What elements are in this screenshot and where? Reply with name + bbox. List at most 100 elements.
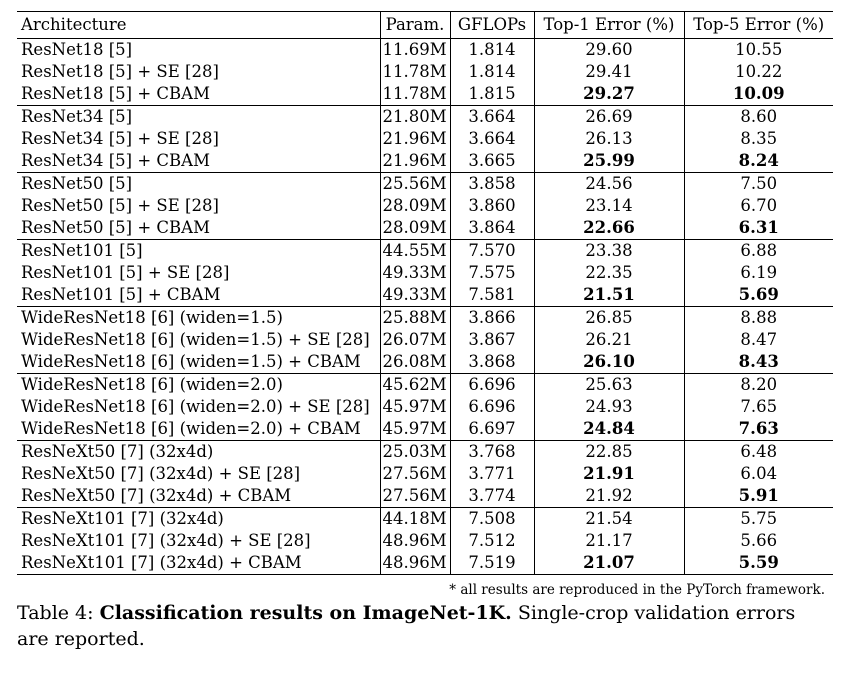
cell-top5: 5.69 <box>738 285 779 304</box>
cell-architecture: WideResNet18 [6] (widen=1.5) <box>17 306 381 329</box>
cell-gflops: 7.512 <box>450 530 535 552</box>
cell-param: 25.88M <box>380 306 451 329</box>
table-row: ResNeXt50 [7] (32x4d) + CBAM 27.56M 3.774 2… <box>17 485 833 508</box>
cell-param: 26.08M <box>380 351 451 374</box>
cell-param: 49.33M <box>380 284 451 307</box>
cell-top1: 23.38 <box>534 239 685 262</box>
cell-top1: 21.07 <box>534 552 685 575</box>
cell-param: 27.56M <box>380 485 451 508</box>
cell-top5: 6.19 <box>740 263 778 282</box>
cell-top1: 29.41 <box>534 61 685 83</box>
cell-architecture: ResNeXt101 [7] (32x4d) + CBAM <box>17 552 381 575</box>
cell-param: 21.96M <box>380 150 451 173</box>
cell-top5: 8.24 <box>738 151 779 170</box>
cell-gflops: 3.868 <box>450 351 535 374</box>
cell-param: 25.03M <box>380 440 451 463</box>
cell-param: 45.62M <box>380 373 451 396</box>
cell-gflops: 6.696 <box>450 373 535 396</box>
cell-top1: 25.99 <box>534 150 685 173</box>
cell-top5: 5.66 <box>740 531 778 550</box>
header-gflops: GFLOPs <box>450 11 535 39</box>
table-row: ResNeXt50 [7] (32x4d) 25.03M 3.768 22.85 6.4… <box>17 440 833 463</box>
cell-param: 25.56M <box>380 172 451 195</box>
cell-top1: 25.63 <box>534 373 685 396</box>
table-row: WideResNet18 [6] (widen=1.5) + SE [28] 26… <box>17 329 833 351</box>
cell-gflops: 3.664 <box>450 105 535 128</box>
table-row: WideResNet18 [6] (widen=2.0) + SE [28] 45… <box>17 396 833 418</box>
cell-architecture: ResNet101 [5] <box>17 239 381 262</box>
cell-top5: 8.60 <box>684 105 833 128</box>
header-param: Param. <box>380 11 451 39</box>
cell-gflops: 7.570 <box>450 239 535 262</box>
cell-architecture: WideResNet18 [6] (widen=1.5) + SE [28] <box>17 329 381 351</box>
cell-gflops: 3.866 <box>450 306 535 329</box>
cell-top1: 22.85 <box>534 440 685 463</box>
table-row: ResNet101 [5] + SE [28] 49.33M 7.575 22.35 6… <box>17 262 833 284</box>
table-row: ResNet34 [5] + CBAM 21.96M 3.665 25.99 8.24 <box>17 150 833 173</box>
table-row: ResNet50 [5] + SE [28] 28.09M 3.860 23.14 6.… <box>17 195 833 217</box>
cell-gflops: 7.508 <box>450 507 535 530</box>
header-architecture: Architecture <box>17 11 381 39</box>
results-table: Architecture Param. GFLOPs Top-1 Error (… <box>17 11 833 575</box>
cell-architecture: ResNet34 [5] + CBAM <box>17 150 381 173</box>
caption: Table 4: Classification results on Image… <box>17 600 829 652</box>
table-row: ResNeXt101 [7] (32x4d) + SE [28] 48.96M 7.… <box>17 530 833 552</box>
cell-architecture: ResNeXt50 [7] (32x4d) + CBAM <box>17 485 381 508</box>
cell-top1: 24.93 <box>534 396 685 418</box>
cell-top1: 29.60 <box>534 38 685 61</box>
cell-architecture: ResNeXt101 [7] (32x4d) + SE [28] <box>17 530 381 552</box>
table-row: ResNet50 [5] 25.56M 3.858 24.56 7.50 <box>17 172 833 195</box>
cell-gflops: 3.864 <box>450 217 535 240</box>
cell-top5: 10.09 <box>732 84 785 103</box>
table-row: ResNet34 [5] 21.80M 3.664 26.69 8.60 <box>17 105 833 128</box>
footnote: * all results are reproduced in the PyTo… <box>449 582 825 598</box>
cell-param: 45.97M <box>380 396 451 418</box>
cell-param: 11.69M <box>380 38 451 61</box>
table-row: WideResNet18 [6] (widen=2.0) + CBAM 45.97… <box>17 418 833 441</box>
cell-top1: 24.84 <box>534 418 685 441</box>
cell-gflops: 7.575 <box>450 262 535 284</box>
cell-param: 45.97M <box>380 418 451 441</box>
figure: Architecture Param. GFLOPs Top-1 Error (… <box>17 11 833 652</box>
cell-gflops: 3.665 <box>450 150 535 173</box>
cell-param: 21.96M <box>380 128 451 150</box>
cell-param: 27.56M <box>380 463 451 485</box>
cell-top5: 6.88 <box>684 239 833 262</box>
cell-architecture: WideResNet18 [6] (widen=2.0) + CBAM <box>17 418 381 441</box>
cell-top1: 22.35 <box>534 262 685 284</box>
cell-architecture: ResNet50 [5] <box>17 172 381 195</box>
cell-top1: 21.51 <box>534 284 685 307</box>
cell-gflops: 3.860 <box>450 195 535 217</box>
table-row: ResNeXt101 [7] (32x4d) 44.18M 7.508 21.54 5.… <box>17 507 833 530</box>
cell-top1: 22.66 <box>534 217 685 240</box>
cell-param: 26.07M <box>380 329 451 351</box>
cell-top1: 26.13 <box>534 128 685 150</box>
cell-top5: 5.75 <box>684 507 833 530</box>
table-row: ResNet34 [5] + SE [28] 21.96M 3.664 26.13 8.… <box>17 128 833 150</box>
cell-architecture: ResNeXt101 [7] (32x4d) <box>17 507 381 530</box>
cell-top1: 21.91 <box>534 463 685 485</box>
caption-label: Table 4: <box>17 602 100 624</box>
cell-architecture: ResNet101 [5] + CBAM <box>17 284 381 307</box>
cell-top1: 26.21 <box>534 329 685 351</box>
cell-architecture: ResNet18 [5] <box>17 38 381 61</box>
cell-top5: 10.22 <box>735 62 783 81</box>
cell-gflops: 3.867 <box>450 329 535 351</box>
cell-top1: 26.10 <box>534 351 685 374</box>
cell-gflops: 3.771 <box>450 463 535 485</box>
cell-top5: 8.88 <box>684 306 833 329</box>
table-row: WideResNet18 [6] (widen=1.5) + CBAM 26.08… <box>17 351 833 374</box>
cell-top1: 21.54 <box>534 507 685 530</box>
cell-gflops: 6.697 <box>450 418 535 441</box>
cell-param: 49.33M <box>380 262 451 284</box>
table-row: ResNet101 [5] + CBAM 49.33M 7.581 21.51 5.69 <box>17 284 833 307</box>
cell-architecture: ResNeXt50 [7] (32x4d) + SE [28] <box>17 463 381 485</box>
cell-architecture: ResNeXt50 [7] (32x4d) <box>17 440 381 463</box>
cell-top1: 21.17 <box>534 530 685 552</box>
caption-title: Classification results on ImageNet-1K. <box>99 602 512 624</box>
cell-top5: 8.20 <box>684 373 833 396</box>
cell-gflops: 7.519 <box>450 552 535 575</box>
cell-top5: 6.04 <box>740 464 778 483</box>
cell-architecture: ResNet34 [5] + SE [28] <box>17 128 381 150</box>
caption-text: Single-crop validation errors are report… <box>17 602 796 650</box>
